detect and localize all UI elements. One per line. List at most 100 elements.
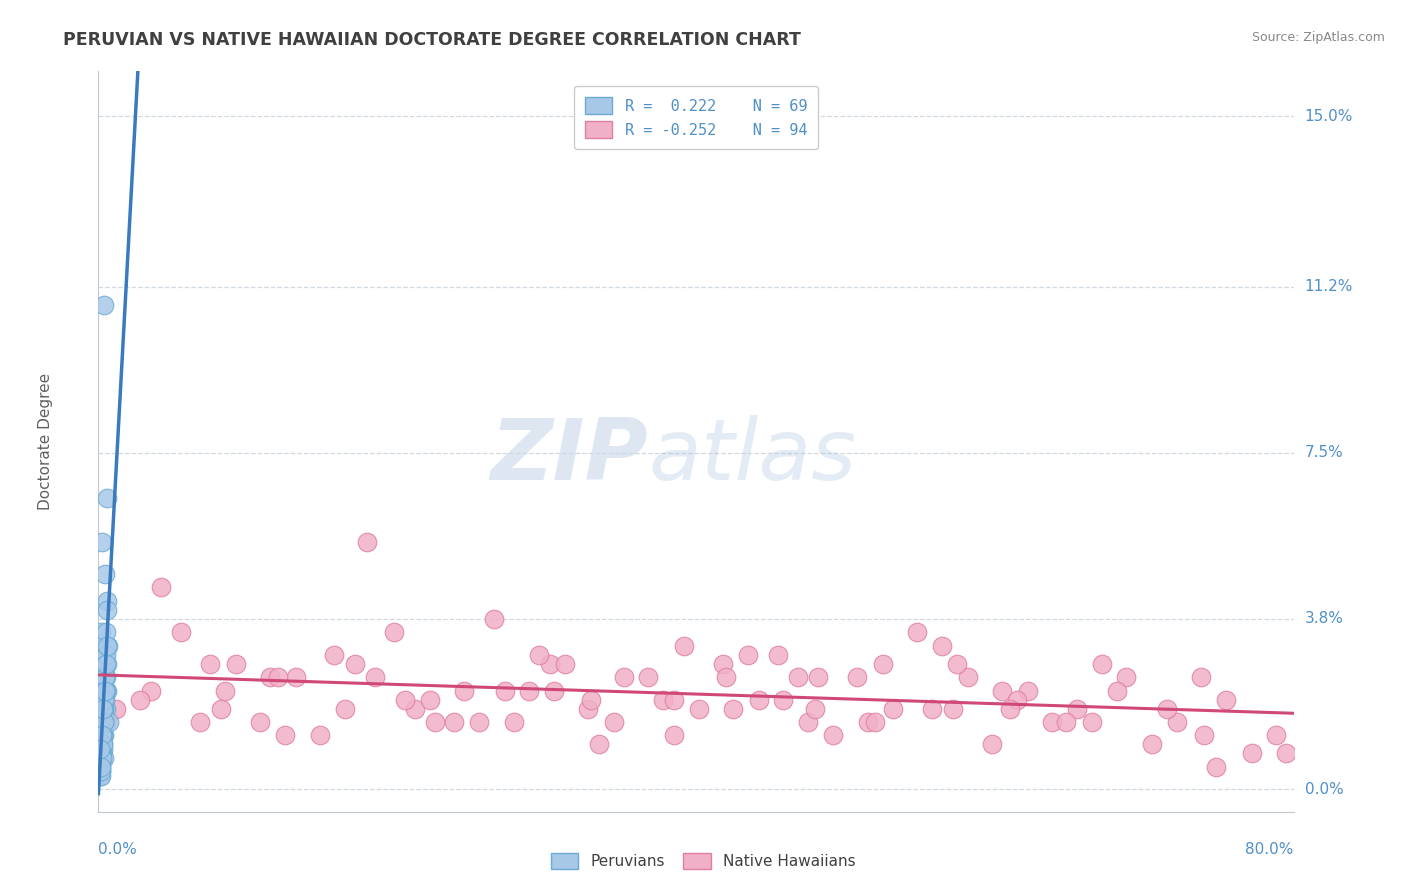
Point: [93, 566, 115, 581]
Point: [344, 657, 367, 671]
Point: [1205, 760, 1227, 774]
Point: [554, 657, 576, 671]
Point: [921, 701, 943, 715]
Point: [94, 648, 117, 662]
Point: [581, 692, 603, 706]
Point: [872, 657, 894, 671]
Point: [94, 670, 117, 684]
Point: [517, 683, 540, 698]
Point: [90, 760, 112, 774]
Point: [90, 742, 112, 756]
Point: [90, 764, 112, 779]
Point: [1017, 683, 1039, 698]
Point: [1054, 714, 1078, 729]
Point: [200, 657, 222, 671]
Point: [443, 714, 465, 729]
Point: [1166, 714, 1188, 729]
Point: [980, 738, 1002, 752]
Point: [494, 683, 516, 698]
Point: [804, 701, 827, 715]
Point: [91, 738, 114, 752]
Point: [89, 760, 111, 774]
Point: [105, 701, 128, 715]
Text: Doctorate Degree: Doctorate Degree: [38, 373, 53, 510]
Point: [688, 701, 710, 715]
Point: [96, 594, 118, 608]
Point: [91, 723, 114, 738]
Point: [91, 714, 114, 729]
Point: [1192, 728, 1215, 742]
Point: [662, 728, 685, 742]
Point: [93, 714, 115, 729]
Point: [588, 738, 610, 752]
Point: [139, 683, 162, 698]
Point: [723, 701, 745, 715]
Point: [90, 535, 112, 549]
Point: [91, 728, 114, 742]
Point: [91, 728, 114, 742]
Legend: Peruvians, Native Hawaiians: Peruvians, Native Hawaiians: [544, 847, 862, 875]
Point: [249, 714, 271, 729]
Point: [96, 657, 118, 671]
Point: [259, 670, 281, 684]
Point: [91, 692, 114, 706]
Point: [308, 728, 330, 742]
Point: [94, 648, 117, 662]
Point: [129, 692, 152, 706]
Point: [274, 728, 297, 742]
Point: [89, 742, 111, 756]
Point: [90, 625, 112, 640]
Text: 7.5%: 7.5%: [1305, 445, 1343, 460]
Point: [89, 769, 111, 783]
Point: [97, 639, 120, 653]
Point: [150, 580, 173, 594]
Point: [543, 683, 565, 698]
Text: ZIP: ZIP: [491, 415, 648, 498]
Point: [267, 670, 290, 684]
Point: [1066, 701, 1088, 715]
Point: [96, 639, 118, 653]
Text: Source: ZipAtlas.com: Source: ZipAtlas.com: [1251, 31, 1385, 45]
Point: [90, 747, 112, 761]
Point: [356, 535, 378, 549]
Point: [382, 625, 405, 640]
Text: 15.0%: 15.0%: [1305, 109, 1353, 124]
Point: [931, 639, 953, 653]
Text: 0.0%: 0.0%: [98, 842, 138, 857]
Point: [90, 756, 112, 770]
Point: [942, 701, 965, 715]
Point: [856, 714, 879, 729]
Text: 0.0%: 0.0%: [1305, 781, 1343, 797]
Point: [93, 701, 115, 715]
Point: [404, 701, 426, 715]
Point: [1081, 714, 1104, 729]
Point: [865, 714, 887, 729]
Point: [90, 751, 112, 765]
Point: [89, 764, 111, 779]
Text: atlas: atlas: [648, 415, 856, 498]
Point: [613, 670, 636, 684]
Point: [484, 612, 506, 626]
Point: [96, 603, 118, 617]
Point: [423, 714, 446, 729]
Point: [93, 714, 115, 729]
Point: [93, 751, 115, 765]
Point: [94, 683, 117, 698]
Point: [846, 670, 869, 684]
Point: [538, 657, 561, 671]
Point: [1215, 692, 1237, 706]
Point: [956, 670, 979, 684]
Point: [823, 728, 845, 742]
Point: [998, 701, 1021, 715]
Point: [93, 714, 115, 729]
Point: [603, 714, 626, 729]
Point: [91, 728, 114, 742]
Point: [91, 738, 114, 752]
Point: [93, 692, 115, 706]
Point: [89, 760, 111, 774]
Point: [1040, 714, 1063, 729]
Point: [1275, 747, 1298, 761]
Point: [333, 701, 356, 715]
Point: [96, 683, 118, 698]
Point: [90, 747, 112, 761]
